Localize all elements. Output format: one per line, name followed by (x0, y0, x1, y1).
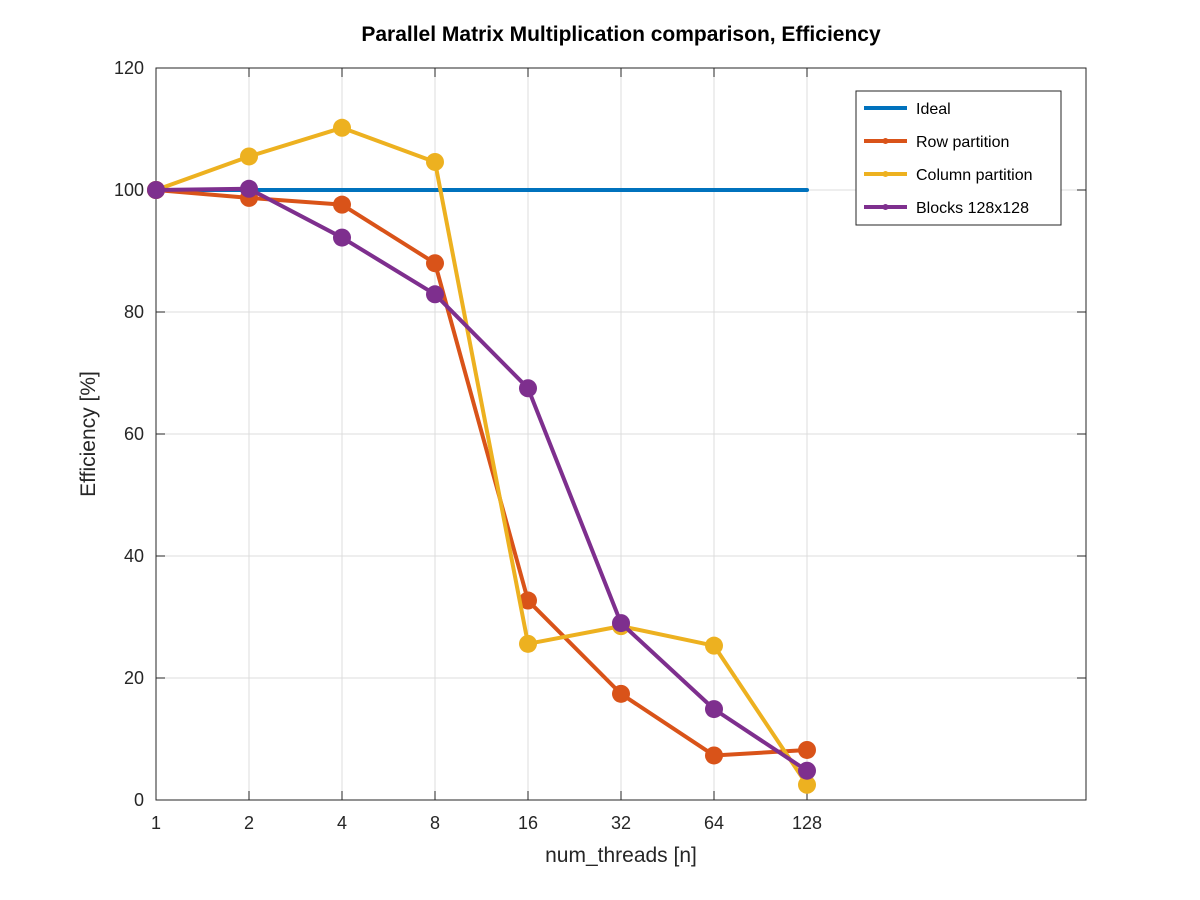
series-blocks-128x128 (147, 179, 816, 780)
y-tick-label: 100 (114, 180, 144, 200)
data-point-column-partition (519, 634, 537, 653)
x-tick-label: 2 (244, 813, 254, 833)
data-point-row-partition (612, 684, 630, 703)
chart-title: Parallel Matrix Multiplication compariso… (361, 23, 881, 46)
y-tick-label: 20 (124, 668, 144, 688)
legend-marker-column-partition (882, 171, 889, 177)
x-tick-label: 128 (792, 813, 822, 833)
x-tick-label: 4 (337, 813, 347, 833)
data-point-row-partition (333, 195, 351, 214)
data-point-row-partition (426, 254, 444, 273)
legend-label-blocks-128x128: Blocks 128x128 (916, 200, 1029, 217)
data-point-column-partition (798, 775, 816, 794)
legend: Ideal Row partition Column partition Blocks… (855, 90, 1062, 226)
data-point-column-partition (333, 118, 351, 137)
y-axis-label: Efficiency [%] (77, 371, 100, 497)
x-tick-label: 1 (151, 813, 161, 833)
series-group (147, 118, 816, 794)
legend-marker-row-partition (882, 138, 889, 144)
data-point-blocks-128x128 (426, 285, 444, 304)
data-point-blocks-128x128 (333, 228, 351, 247)
data-point-row-partition (705, 746, 723, 765)
y-tick-label: 60 (124, 424, 144, 444)
y-tick-label: 120 (114, 58, 144, 78)
series-line-column-partition (154, 125, 809, 787)
legend-box (855, 90, 1062, 226)
y-tick-label: 0 (134, 790, 144, 810)
x-tick-label: 32 (611, 813, 631, 833)
data-point-column-partition (426, 152, 444, 171)
data-point-column-partition (240, 147, 258, 166)
data-point-blocks-128x128 (147, 181, 165, 199)
axis-ticks (155, 67, 1086, 801)
x-tick-label: 64 (704, 813, 724, 833)
tick-labels: 1 2 4 8 16 32 64 128 0 20 40 60 80 100 120 (114, 58, 822, 833)
series-line-blocks-128x128 (154, 186, 809, 773)
x-tick-label: 8 (430, 813, 440, 833)
y-tick-label: 40 (124, 546, 144, 566)
x-tick-label: 16 (518, 813, 538, 833)
legend-entries: Ideal Row partition Column partition Blocks… (864, 101, 1033, 217)
data-point-blocks-128x128 (798, 761, 816, 780)
data-point-column-partition (705, 636, 723, 655)
data-point-blocks-128x128 (705, 700, 723, 719)
legend-label-row-partition: Row partition (916, 134, 1009, 151)
legend-marker-blocks-128x128 (882, 204, 889, 210)
data-point-blocks-128x128 (612, 614, 630, 633)
data-point-blocks-128x128 (519, 379, 537, 398)
y-tick-label: 80 (124, 302, 144, 322)
legend-label-ideal: Ideal (916, 101, 951, 118)
data-point-blocks-128x128 (240, 179, 258, 198)
x-axis-label: num_threads [n] (545, 844, 697, 867)
legend-label-column-partition: Column partition (916, 167, 1033, 184)
data-point-row-partition (798, 740, 816, 759)
data-point-row-partition (519, 591, 537, 610)
